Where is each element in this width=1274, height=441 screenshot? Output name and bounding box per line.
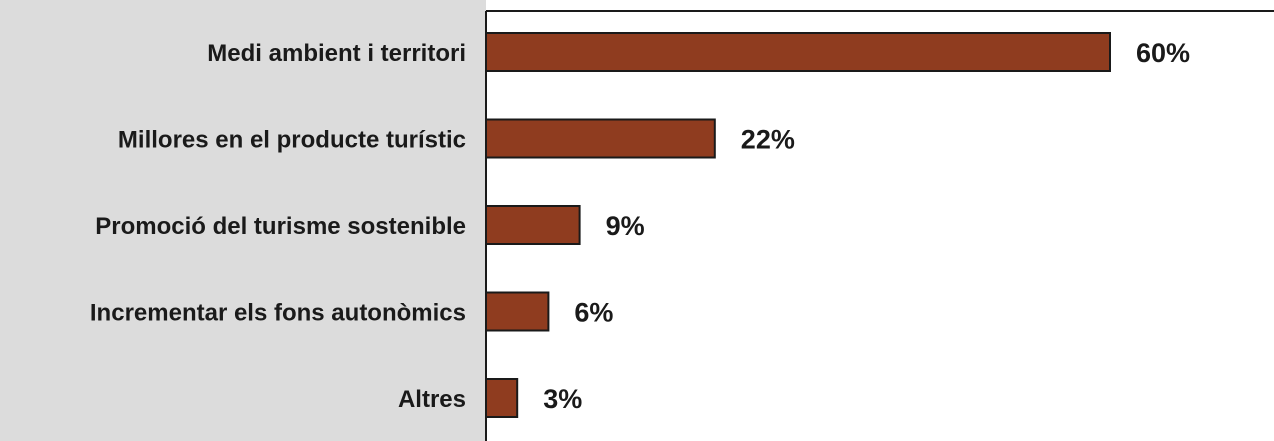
bar-medi-ambient-i-territori	[485, 32, 1111, 72]
value-labels-group: 60% 22% 9% 6% 3%	[543, 38, 1190, 414]
plot-area-background	[486, 0, 1274, 441]
bar-incrementar-els-fons-autonomics	[485, 291, 550, 332]
category-label-altres: Altres	[398, 386, 466, 413]
bar-altres	[485, 378, 519, 418]
category-label-medi-ambient-i-territori: Medi ambient i territori	[207, 40, 466, 67]
value-label-millores-en-el-producte-turistic: 22%	[741, 125, 795, 155]
category-label-millores-en-el-producte-turistic: Millores en el producte turístic	[118, 127, 466, 154]
category-labels-group: Medi ambient i territori Millores en el p…	[90, 40, 466, 413]
bars-group	[485, 32, 1111, 418]
value-label-promocio-del-turisme-sostenible: 9%	[606, 211, 645, 241]
value-label-medi-ambient-i-territori: 60%	[1136, 38, 1190, 68]
value-label-incrementar-els-fons-autonomics: 6%	[574, 298, 613, 328]
category-label-promocio-del-turisme-sostenible: Promoció del turisme sostenible	[95, 213, 466, 240]
category-label-incrementar-els-fons-autonomics: Incrementar els fons autonòmics	[90, 300, 466, 327]
bar-millores-en-el-producte-turistic	[485, 118, 716, 159]
bar-promocio-del-turisme-sostenible	[485, 205, 581, 245]
value-label-altres: 3%	[543, 384, 582, 414]
label-area-background	[0, 0, 486, 441]
